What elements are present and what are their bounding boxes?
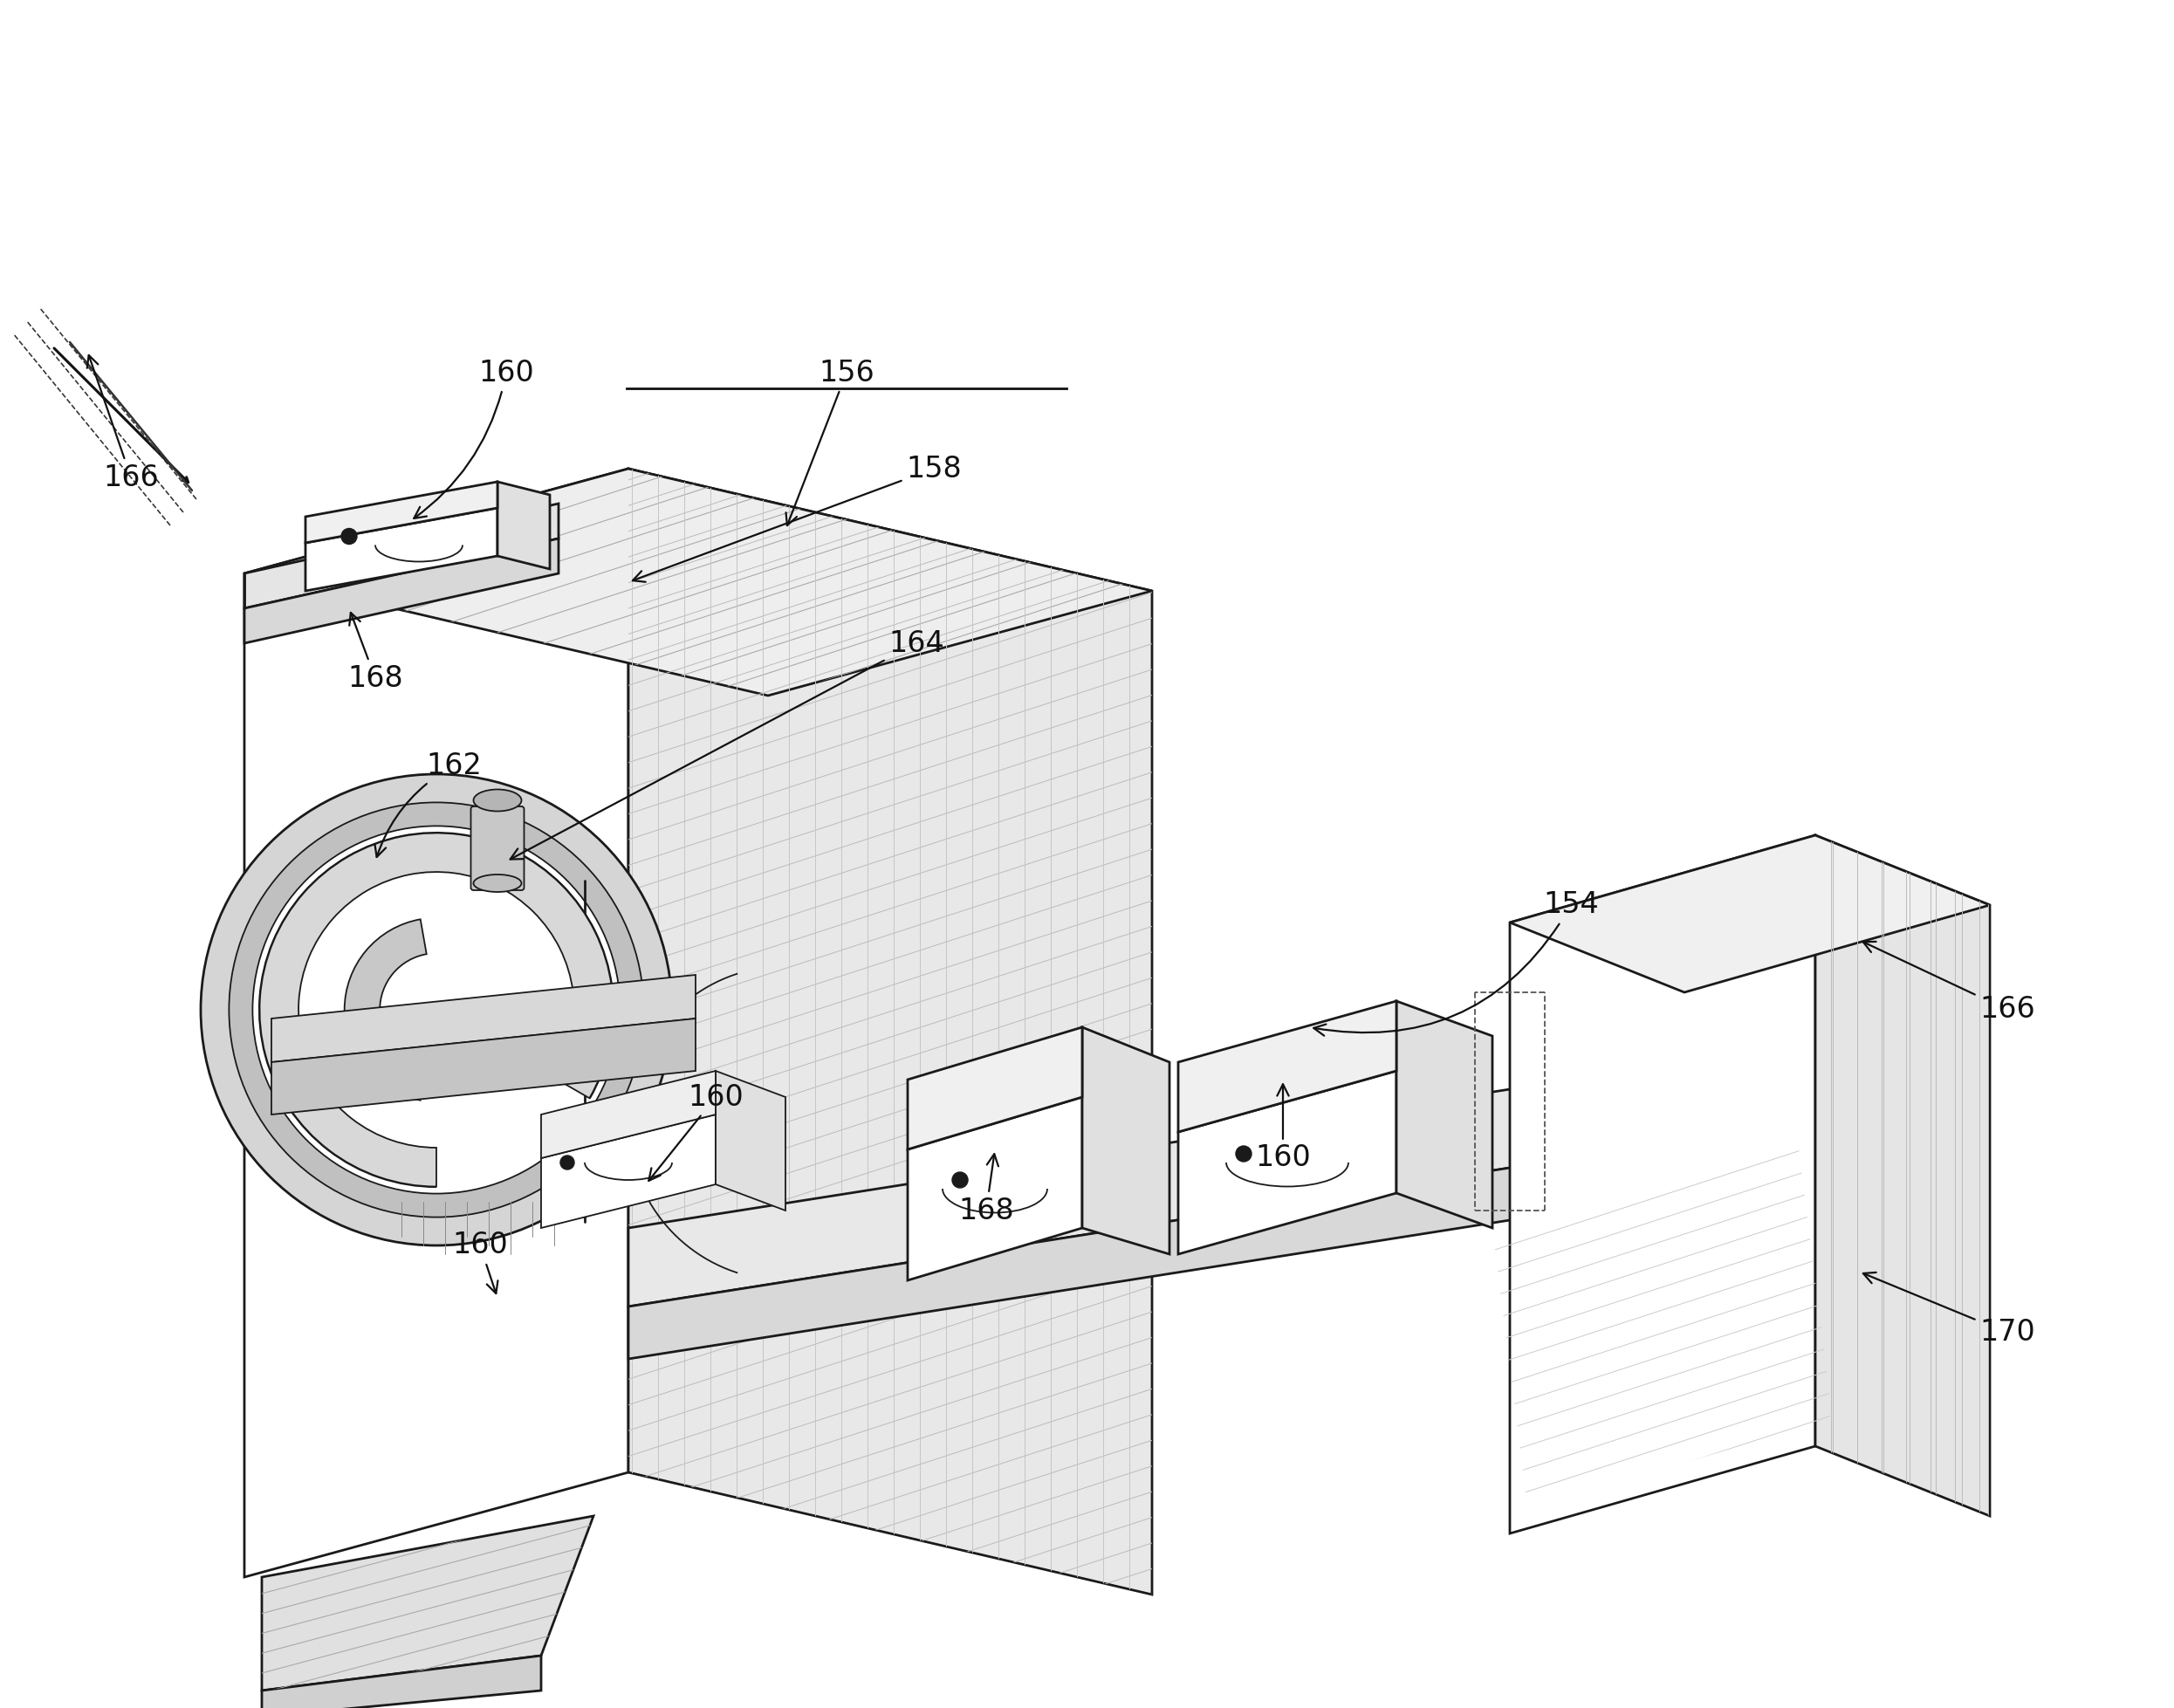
Text: 160: 160 [648, 1083, 744, 1180]
Polygon shape [243, 468, 628, 1576]
Polygon shape [272, 1018, 696, 1115]
Polygon shape [628, 1079, 1572, 1307]
Polygon shape [1396, 1001, 1491, 1228]
Text: 164: 164 [511, 629, 944, 859]
Text: 170: 170 [1863, 1272, 2035, 1348]
Circle shape [228, 803, 644, 1218]
Polygon shape [1815, 835, 1989, 1517]
Polygon shape [909, 1097, 1083, 1281]
Polygon shape [1178, 1001, 1396, 1132]
Text: 158: 158 [633, 454, 961, 582]
Polygon shape [307, 482, 498, 543]
FancyBboxPatch shape [472, 806, 524, 890]
Polygon shape [272, 975, 696, 1062]
Polygon shape [498, 482, 550, 569]
Circle shape [561, 1156, 574, 1170]
Circle shape [341, 528, 357, 545]
Polygon shape [1178, 1071, 1396, 1254]
Polygon shape [261, 1517, 594, 1691]
Wedge shape [343, 919, 426, 1100]
Text: 168: 168 [959, 1155, 1013, 1225]
Text: 160: 160 [413, 359, 535, 518]
Polygon shape [1083, 1027, 1170, 1254]
Circle shape [1235, 1146, 1252, 1161]
Wedge shape [259, 834, 613, 1187]
Text: 166: 166 [1863, 941, 2035, 1025]
Polygon shape [1511, 835, 1815, 1534]
Polygon shape [243, 504, 559, 608]
Polygon shape [261, 1655, 541, 1708]
Text: 162: 162 [374, 752, 483, 857]
Polygon shape [715, 1071, 785, 1211]
Circle shape [200, 774, 672, 1245]
Text: 168: 168 [348, 613, 402, 692]
Circle shape [952, 1172, 967, 1187]
Polygon shape [1511, 835, 1989, 992]
Polygon shape [243, 468, 1152, 695]
Circle shape [252, 827, 620, 1194]
Text: 160: 160 [452, 1231, 509, 1293]
Text: 156: 156 [787, 359, 874, 526]
Ellipse shape [474, 789, 522, 811]
Polygon shape [307, 507, 498, 591]
Polygon shape [909, 1027, 1083, 1149]
Text: 166: 166 [87, 355, 159, 492]
Polygon shape [628, 468, 1152, 1595]
Polygon shape [628, 1158, 1572, 1360]
Ellipse shape [474, 874, 522, 892]
Polygon shape [541, 1115, 715, 1228]
Polygon shape [243, 538, 559, 644]
Text: 154: 154 [1313, 890, 1598, 1035]
Polygon shape [541, 1071, 715, 1158]
Text: 160: 160 [1254, 1085, 1311, 1173]
